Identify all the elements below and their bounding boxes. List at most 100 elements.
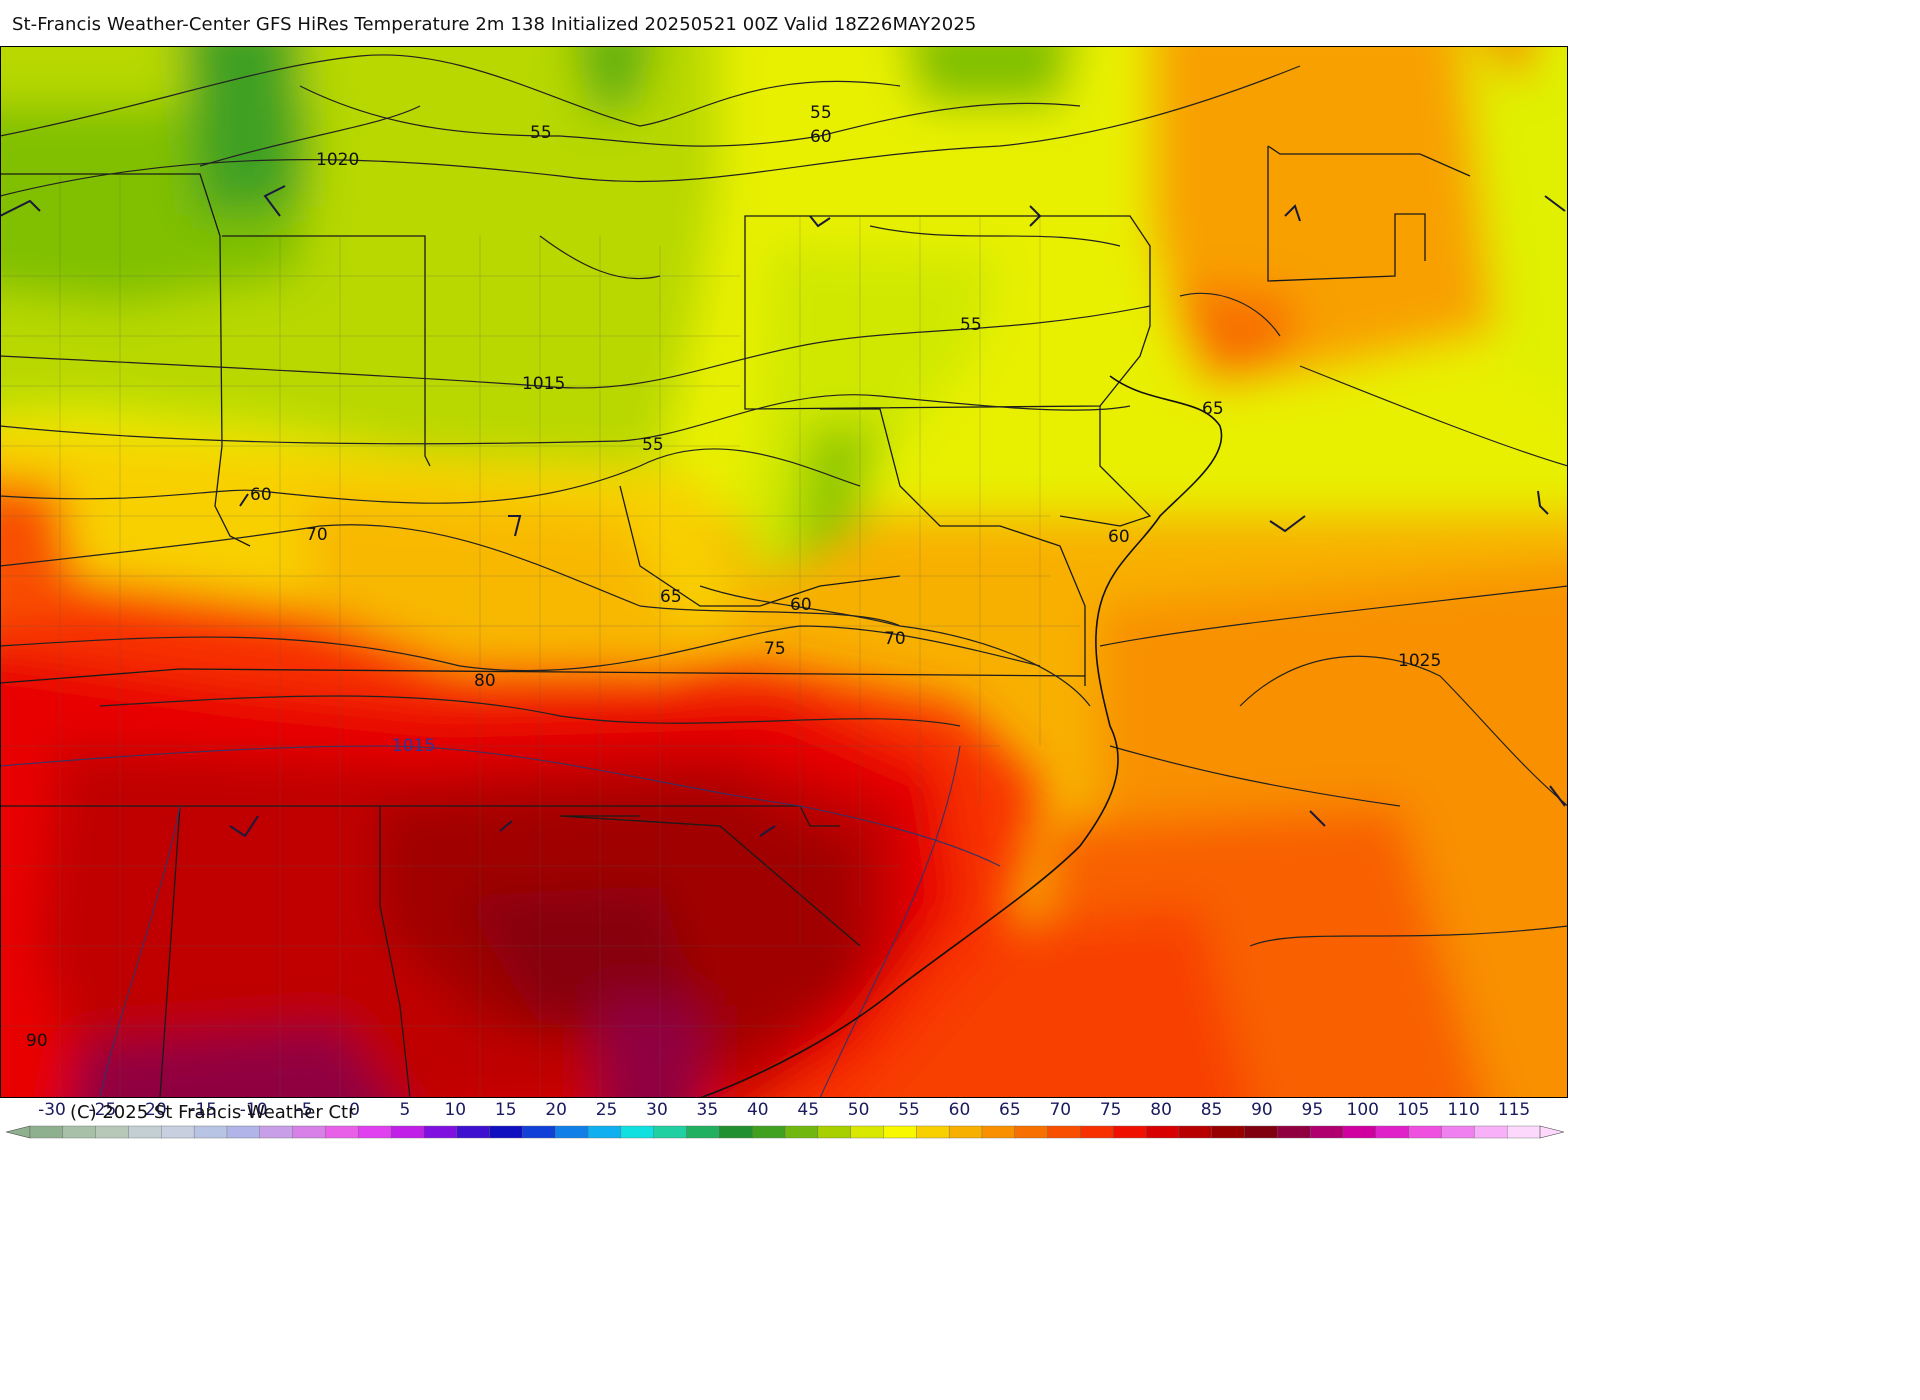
colorbar-tick-label: 0 [349, 1100, 360, 1120]
colorbar-tick-label: 40 [747, 1100, 769, 1120]
map-frame [0, 46, 1568, 1098]
pressure-label-1015: 1015 [522, 374, 565, 394]
colorbar-tick-label: 45 [797, 1100, 819, 1120]
temp-label-70: 70 [306, 525, 328, 545]
colorbar-tick-label: 80 [1150, 1100, 1172, 1120]
colorbar-swatch [1375, 1125, 1410, 1139]
temp-label-60: 60 [790, 595, 812, 615]
colorbar-tick-label: 10 [444, 1100, 466, 1120]
colorbar-swatch [653, 1125, 688, 1139]
colorbar-swatch [751, 1125, 786, 1139]
temp-label-65: 65 [660, 587, 682, 607]
colorbar-tick-label: 75 [1100, 1100, 1122, 1120]
colorbar-swatch [1244, 1125, 1279, 1139]
temp-label-80: 80 [474, 671, 496, 691]
colorbar-swatch [193, 1125, 228, 1139]
colorbar-arrow-low [5, 1125, 31, 1139]
colorbar-swatch [1277, 1125, 1311, 1139]
colorbar-tick-label: -20 [139, 1100, 167, 1120]
colorbar-tick-label: -30 [38, 1100, 66, 1120]
colorbar-swatch [981, 1125, 1016, 1139]
isobar-lines [0, 745, 1001, 1098]
colorbar-swatch [1310, 1125, 1344, 1139]
colorbar-arrow-high [1539, 1125, 1565, 1139]
colorbar-swatches [5, 1125, 1565, 1139]
colorbar-swatch [358, 1125, 392, 1139]
colorbar-swatch [1408, 1125, 1443, 1139]
colorbar-tick-label: -10 [240, 1100, 268, 1120]
colorbar-tick-label: -25 [89, 1100, 117, 1120]
temp-label-60: 60 [810, 127, 832, 147]
colorbar-swatch [1441, 1125, 1476, 1139]
temp-label-55: 55 [960, 315, 982, 335]
map-title: St-Francis Weather-Center GFS HiRes Temp… [12, 14, 977, 35]
colorbar-tick-label: 35 [697, 1100, 719, 1120]
colorbar-swatch [390, 1125, 425, 1139]
colorbar-swatch [226, 1125, 261, 1139]
colorbar-swatch [292, 1125, 327, 1139]
colorbar-tick-label: 110 [1447, 1100, 1479, 1120]
colorbar-swatch [423, 1125, 458, 1139]
temp-label-55: 55 [530, 123, 552, 143]
colorbar-tick-label: 90 [1251, 1100, 1273, 1120]
colorbar-swatch [1211, 1125, 1246, 1139]
colorbar-tick-label: 115 [1498, 1100, 1530, 1120]
colorbar-swatch [817, 1125, 852, 1139]
colorbar-tick-label: -5 [296, 1100, 313, 1120]
temp-label-60: 60 [1108, 527, 1130, 547]
colorbar-swatch [325, 1125, 359, 1139]
colorbar-swatch [1178, 1125, 1213, 1139]
temperature-map[interactable]: 55 55 60 55 55 60 70 65 60 70 75 80 65 6… [0, 46, 1568, 1098]
colorbar-tick-label: 100 [1347, 1100, 1379, 1120]
colorbar-swatch [883, 1125, 918, 1139]
colorbar-tick-label: 50 [848, 1100, 870, 1120]
colorbar-tick-label: 25 [596, 1100, 618, 1120]
temp-label-90: 90 [26, 1031, 48, 1051]
colorbar-swatch [555, 1125, 589, 1139]
colorbar-swatch [1474, 1125, 1508, 1139]
colorbar-swatch [948, 1125, 983, 1139]
colorbar-tick-label: 55 [898, 1100, 920, 1120]
pressure-contour-labels: 1020 1015 1015 1025 [316, 150, 1441, 756]
temperature-colorbar: -30 -25 -20 -15 -10 -5 0 5 10 15 20 25 30 35 40 45 50 55 6… [5, 1100, 1565, 1139]
colorbar-swatch [620, 1125, 655, 1139]
colorbar-tick-labels: -30 -25 -20 -15 -10 -5 0 5 10 15 20 25 30 35 40 45 50 55 6… [38, 1100, 1530, 1120]
colorbar-swatch [1145, 1125, 1180, 1139]
colorbar-swatch [489, 1125, 524, 1139]
county-lines [0, 176, 1080, 1098]
temperature-contour-labels: 55 55 60 55 55 60 70 65 60 70 75 80 65 6… [26, 103, 1224, 1051]
colorbar-swatch [128, 1125, 163, 1139]
colorbar-tick-label: 20 [545, 1100, 567, 1120]
colorbar-swatch [1080, 1125, 1114, 1139]
temperature-field [0, 46, 1568, 1098]
colorbar-swatch [62, 1125, 97, 1139]
temp-label-55: 55 [810, 103, 832, 123]
temp-label-75: 75 [764, 639, 786, 659]
colorbar-tick-label: 85 [1201, 1100, 1223, 1120]
colorbar-tick-label: 65 [999, 1100, 1021, 1120]
colorbar-swatch [587, 1125, 622, 1139]
colorbar-swatch [522, 1125, 556, 1139]
colorbar-tick-label: 15 [495, 1100, 517, 1120]
colorbar-swatch [1506, 1125, 1541, 1139]
temp-label-55: 55 [642, 435, 664, 455]
colorbar-swatch [1047, 1125, 1082, 1139]
colorbar-swatch [686, 1125, 721, 1139]
pressure-label-1015: 1015 [392, 736, 435, 756]
wind-barbs [0, 185, 1566, 838]
colorbar-tick-label: -15 [189, 1100, 217, 1120]
colorbar-swatch [95, 1125, 130, 1139]
colorbar-swatch [456, 1125, 491, 1139]
contour-lines [0, 54, 1568, 947]
colorbar-swatch [719, 1125, 753, 1139]
colorbar-tick-label: 30 [646, 1100, 668, 1120]
state-borders [0, 145, 1471, 1098]
colorbar-swatch [784, 1125, 819, 1139]
colorbar-swatch [29, 1125, 64, 1139]
colorbar-tick-label: 70 [1049, 1100, 1071, 1120]
pressure-label-1025: 1025 [1398, 651, 1441, 671]
colorbar-tick-label: 95 [1302, 1100, 1324, 1120]
copyright-text: (C) 2025 St Francis Weather Ctr [70, 1102, 356, 1123]
colorbar-tick-label: 105 [1397, 1100, 1429, 1120]
temp-label-65: 65 [1202, 399, 1224, 419]
